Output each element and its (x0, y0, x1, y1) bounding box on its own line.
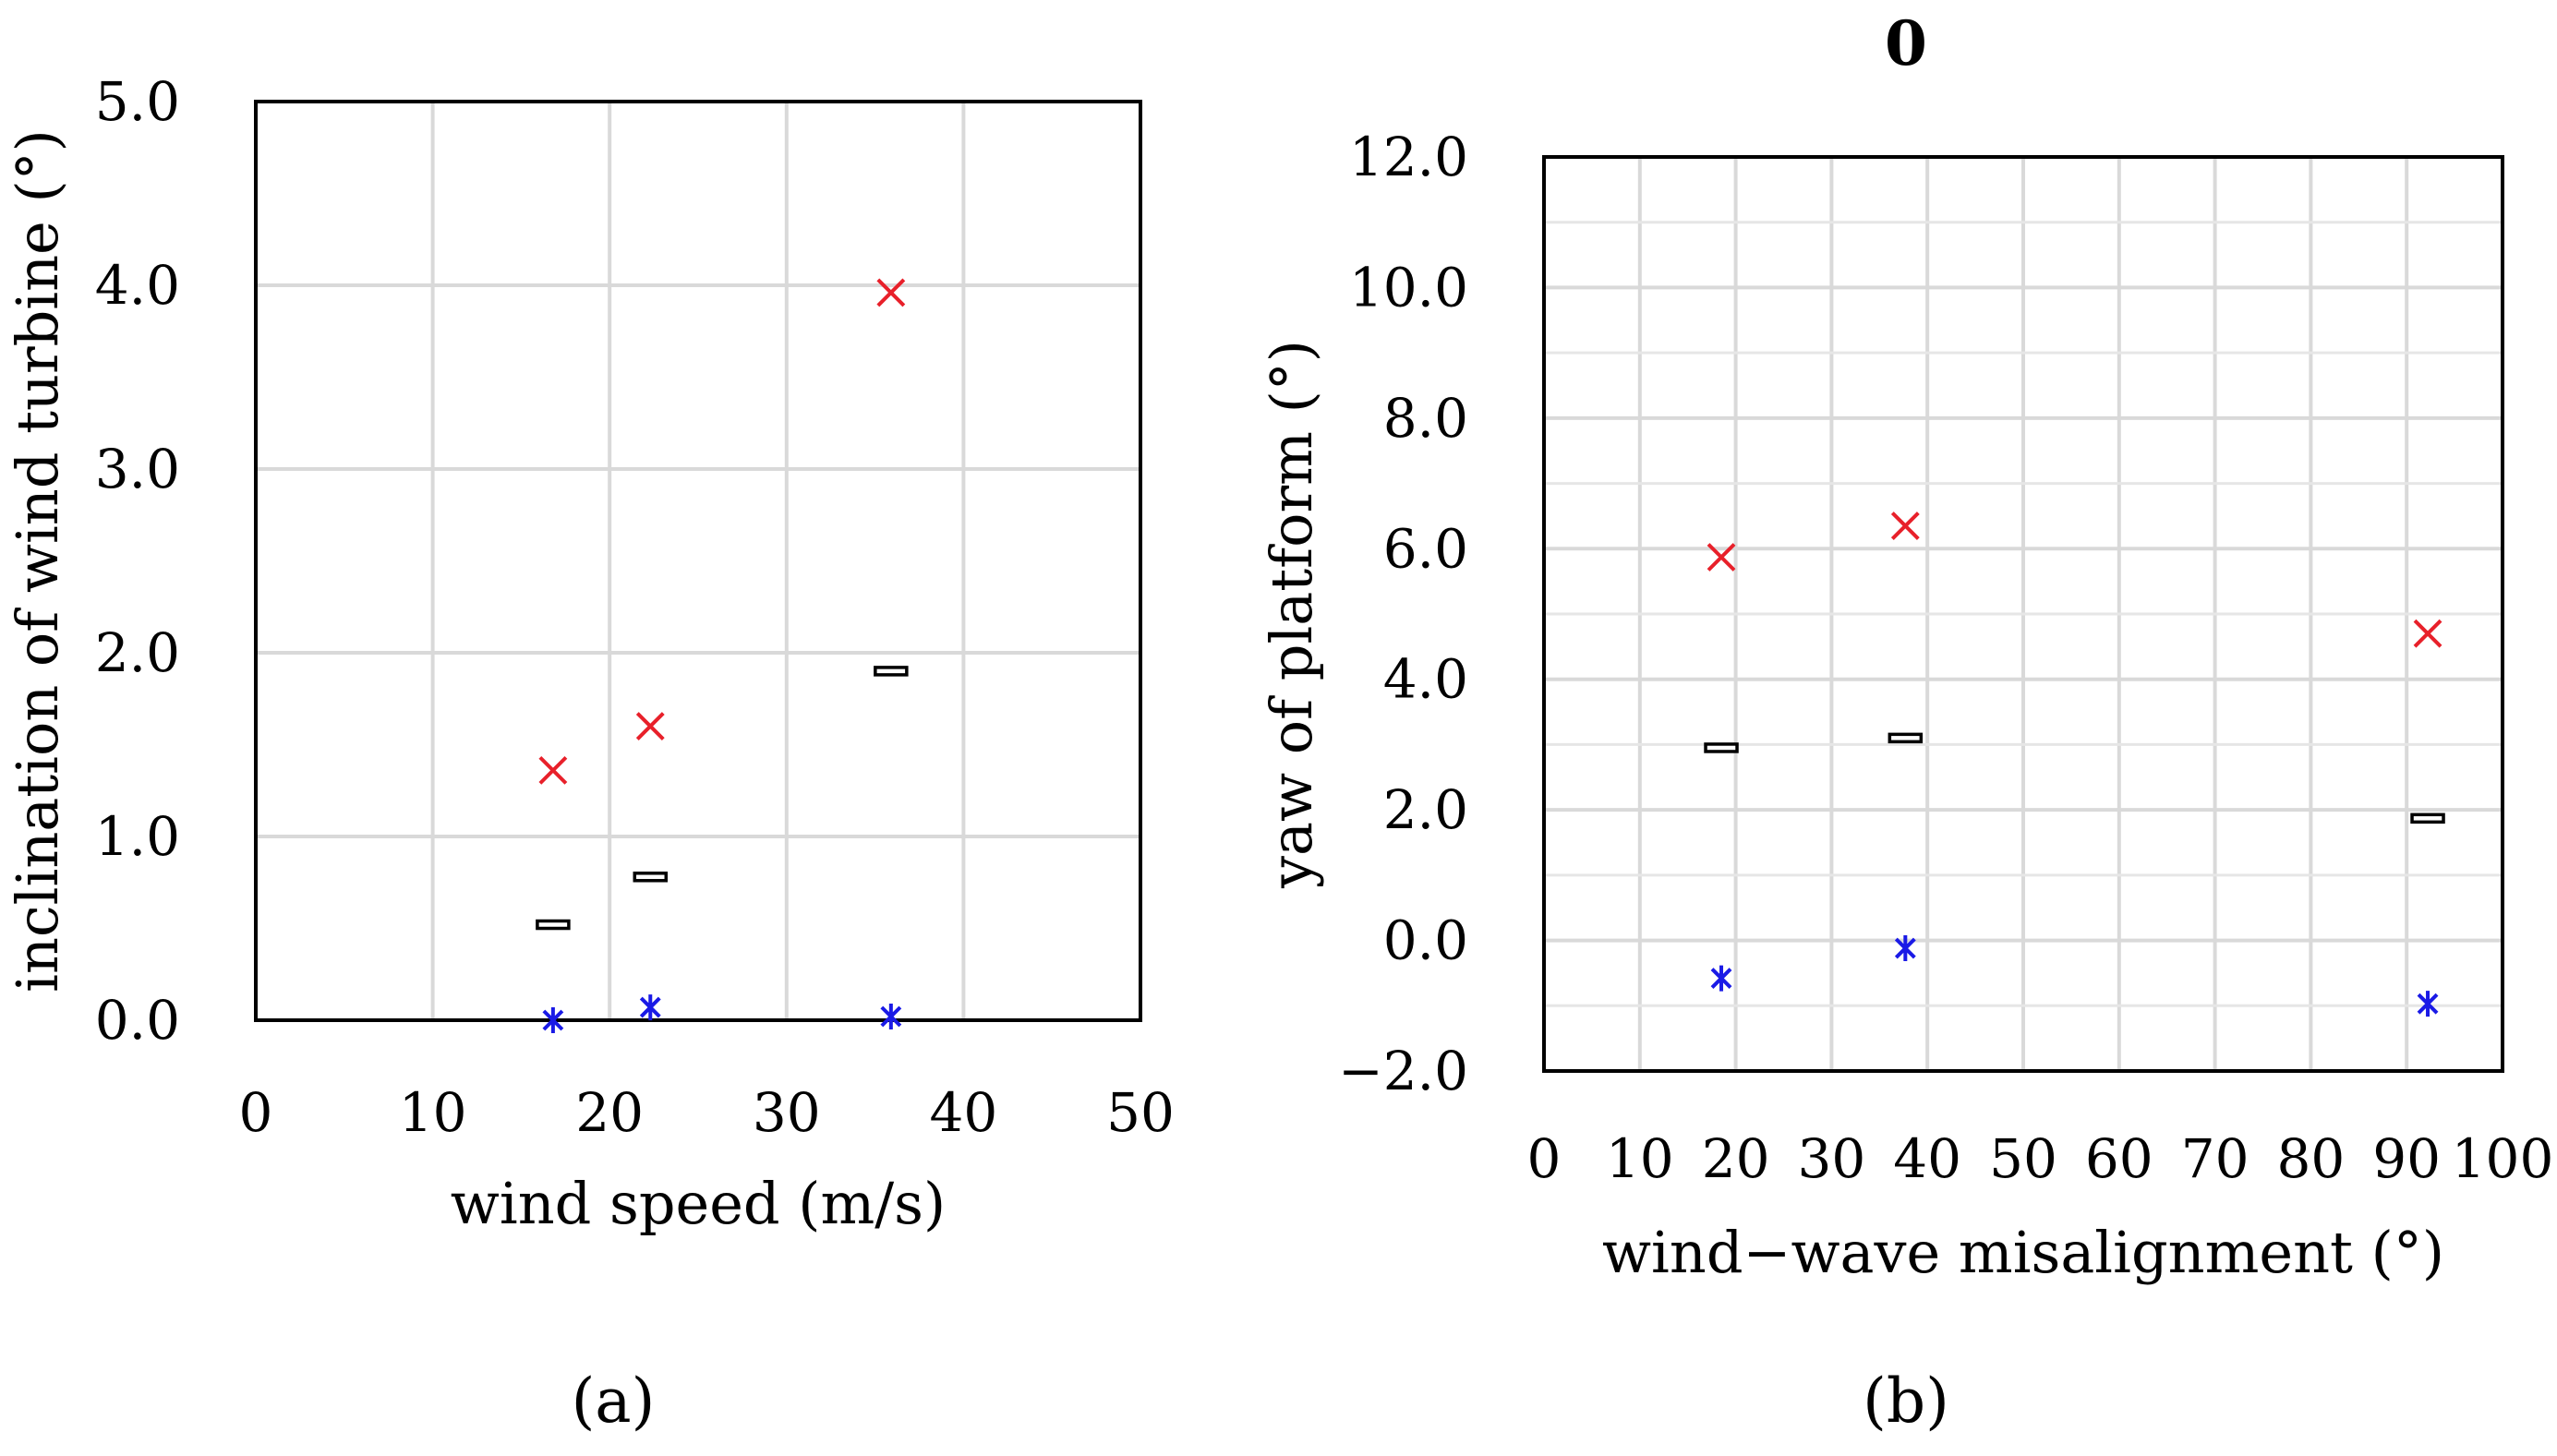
x-tick-label: 80 (2276, 1127, 2345, 1190)
data-point-mean (536, 919, 571, 931)
y-tick-label: 5.0 (95, 70, 180, 133)
y-tick-label: 2.0 (1383, 778, 1468, 841)
y-tick-label: 10.0 (1349, 256, 1468, 319)
x-tick-label: 100 (2452, 1127, 2554, 1190)
data-point-min (639, 994, 661, 1021)
chart-title: 0 (1885, 7, 1927, 79)
x-axis-label: wind speed (m/s) (451, 1170, 946, 1237)
x-tick-label: 0 (1527, 1127, 1562, 1190)
y-tick-label: 0.0 (1383, 909, 1468, 972)
x-tick-label: 40 (1893, 1127, 1961, 1190)
x-tick-label: 40 (929, 1081, 997, 1144)
x-tick-label: 30 (1797, 1127, 1865, 1190)
data-point-max (2413, 619, 2442, 648)
y-tick-label: 0.0 (95, 989, 180, 1052)
panel-label: (a) (572, 1366, 656, 1437)
chart-panel-a: 0 10 20 30 40 50 0.0 1.0 2.0 3.0 4.0 5.0 wind speed … (4, 70, 1175, 1437)
y-tick-label: −2.0 (1338, 1040, 1468, 1102)
x-tick-label: 20 (1702, 1127, 1770, 1190)
data-point-max (1890, 511, 1920, 540)
data-point-min (1710, 965, 1732, 992)
x-axis-label: wind−wave misalignment (°) (1602, 1219, 2444, 1286)
data-point-mean (633, 872, 669, 883)
panel-label: (b) (1863, 1366, 1949, 1437)
data-point-max (1707, 543, 1736, 572)
y-tick-label: 6.0 (1383, 517, 1468, 580)
x-tick-label: 0 (239, 1081, 273, 1144)
x-tick-label: 20 (575, 1081, 644, 1144)
plot-frame (1542, 155, 2504, 1073)
y-axis-label: yaw of platform (°) (1258, 340, 1325, 889)
y-axis-label: inclination of wind turbine (°) (4, 129, 71, 993)
y-tick-label: 3.0 (95, 438, 180, 500)
data-point-max (635, 712, 665, 741)
y-tick-label: 4.0 (95, 254, 180, 317)
data-point-min (880, 1004, 902, 1030)
data-point-mean (1888, 732, 1924, 744)
y-tick-label: 1.0 (95, 805, 180, 868)
y-tick-label: 2.0 (95, 621, 180, 684)
data-point-max (538, 755, 568, 785)
x-tick-label: 70 (2181, 1127, 2249, 1190)
x-tick-label: 50 (1989, 1127, 2057, 1190)
x-tick-label: 10 (1606, 1127, 1674, 1190)
data-point-max (876, 278, 906, 307)
data-point-mean (2410, 812, 2445, 824)
y-tick-label: 8.0 (1383, 387, 1468, 450)
y-tick-label: 12.0 (1349, 126, 1468, 188)
data-point-min (2417, 991, 2439, 1017)
data-point-mean (874, 666, 909, 677)
x-tick-label: 60 (2085, 1127, 2153, 1190)
y-tick-label: 4.0 (1383, 648, 1468, 711)
chart-panel-b: 0 10 20 30 40 50 60 70 80 90 100 −2.0 0.0 2.0 4.0 6.0 8.… (1258, 7, 2553, 1437)
data-point-min (542, 1007, 564, 1033)
x-tick-label: 90 (2372, 1127, 2441, 1190)
data-point-min (1894, 935, 1916, 962)
data-point-mean (1704, 742, 1739, 753)
x-tick-label: 30 (753, 1081, 821, 1144)
x-tick-label: 10 (399, 1081, 467, 1144)
plot-frame (254, 100, 1142, 1022)
x-tick-label: 50 (1106, 1081, 1175, 1144)
